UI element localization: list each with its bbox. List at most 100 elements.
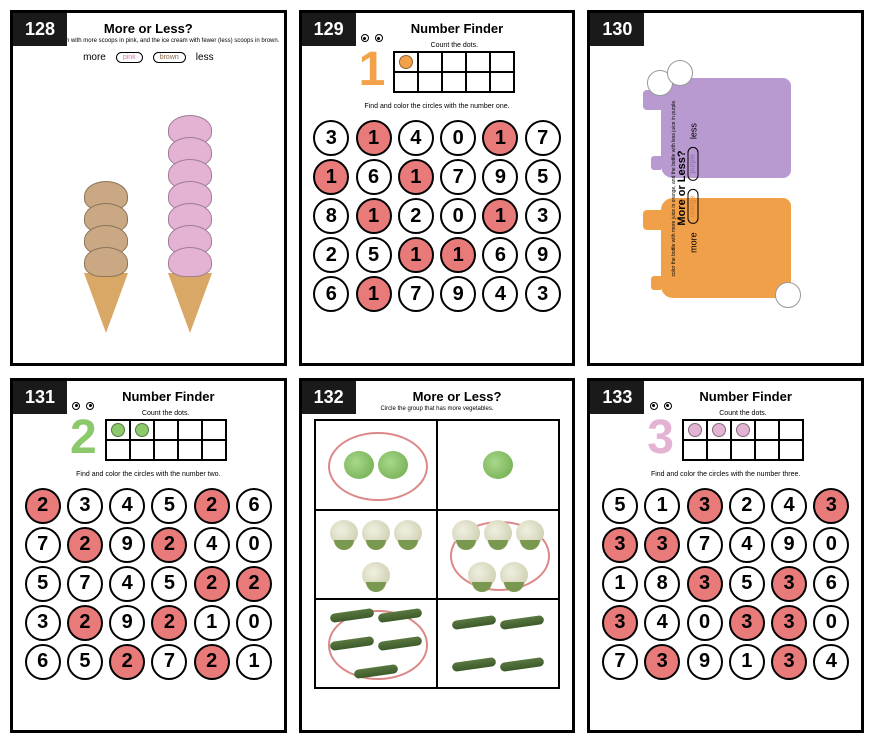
less-label: less: [196, 52, 214, 63]
tenframe-cell: [178, 440, 202, 460]
tenframe-cell: [442, 72, 466, 92]
number-circle: 8: [313, 198, 349, 234]
tenframe-cell: [202, 440, 226, 460]
tenframe-cell: [755, 440, 779, 460]
worksheet-card-129: 129 Number Finder 1 Count the dots. Find…: [299, 10, 576, 366]
instruction: Find and color the circles with the numb…: [13, 471, 284, 478]
number-circle: 6: [313, 276, 349, 312]
brown-pencil: brown: [153, 52, 186, 63]
number-circle: 2: [236, 566, 272, 602]
number-circle: 1: [356, 276, 392, 312]
number-circle: 4: [482, 276, 518, 312]
icecream-right: [168, 115, 212, 333]
cauli-icon: [468, 562, 496, 588]
tenframe-cell: [731, 440, 755, 460]
number-circle: 7: [525, 120, 561, 156]
tenframe-label: Count the dots.: [682, 410, 804, 417]
tenframe-cell: [418, 72, 442, 92]
number-circle: 2: [109, 644, 145, 680]
vegetable-cell: [437, 420, 559, 509]
icecream-container: [13, 83, 284, 333]
tenframe-cell: [683, 420, 707, 440]
number-circle: 7: [151, 644, 187, 680]
number-circle: 5: [151, 566, 187, 602]
number-circle: 2: [729, 488, 765, 524]
number-circle: 4: [194, 527, 230, 563]
page-subtitle-rotated: color the bottle with more juice in oran…: [671, 99, 677, 276]
zuc-icon: [377, 636, 422, 651]
number-grid: 513243337490183536340330739134: [590, 484, 861, 684]
number-circle: 0: [440, 120, 476, 156]
number-circle: 3: [25, 605, 61, 641]
tenframe-cell: [466, 52, 490, 72]
vegetable-cell: [315, 420, 437, 509]
tenframe-cell: [442, 52, 466, 72]
number-circle: 1: [440, 237, 476, 273]
number-circle: 7: [398, 276, 434, 312]
number-grid: 234526729240574522329210652721: [13, 484, 284, 684]
zuc-icon: [329, 608, 374, 623]
number-circle: 0: [236, 527, 272, 563]
blueberry-icon: [667, 60, 693, 86]
number-circle: 5: [356, 237, 392, 273]
page-number: 133: [590, 381, 644, 414]
number-circle: 1: [356, 120, 392, 156]
number-circle: 4: [109, 566, 145, 602]
orange-fruit-icon: [775, 282, 801, 308]
tenframe-cell: [779, 440, 803, 460]
number-circle: 7: [25, 527, 61, 563]
tenframe-cell: [154, 440, 178, 460]
number-character-1: 1: [359, 42, 386, 97]
number-circle: 1: [398, 159, 434, 195]
cauli-icon: [362, 562, 390, 588]
icecream-scoop: [168, 247, 212, 277]
number-circle: 9: [482, 159, 518, 195]
tenframe-cell: [779, 420, 803, 440]
page-title-rotated: More or Less?: [676, 150, 688, 225]
tenframe-section: 2 Count the dots.: [13, 410, 284, 465]
page-title: More or Less?: [342, 389, 573, 404]
tenframe-cell: [178, 420, 202, 440]
number-circle: 5: [525, 159, 561, 195]
pink-pencil: pink: [116, 52, 143, 63]
page-number: 131: [13, 381, 67, 414]
tenframe-cell: [202, 420, 226, 440]
tenframe-cell: [731, 420, 755, 440]
cauli-icon: [394, 520, 422, 546]
number-circle: 1: [482, 198, 518, 234]
number-circle: 2: [151, 605, 187, 641]
number-circle: 1: [602, 566, 638, 602]
worksheet-card-131: 131 Number Finder 2 Count the dots. Find…: [10, 378, 287, 734]
cauli-icon: [484, 520, 512, 546]
cauli-icon: [330, 520, 358, 546]
purple-pencil: purple: [688, 147, 699, 180]
number-circle: 9: [440, 276, 476, 312]
pencil-legend: more pink brown less: [13, 52, 284, 63]
icecream-cone: [168, 273, 212, 333]
tenframe-cell: [130, 440, 154, 460]
number-circle: 0: [440, 198, 476, 234]
orange-pencil: orange: [688, 188, 699, 224]
icecream-scoop: [84, 247, 128, 277]
tenframe-label: Count the dots.: [393, 42, 515, 49]
cauli-icon: [500, 562, 528, 588]
worksheet-card-128: 128 More or Less? Color the ice cream wi…: [10, 10, 287, 366]
number-circle: 0: [236, 605, 272, 641]
number-circle: 1: [356, 198, 392, 234]
number-circle: 7: [440, 159, 476, 195]
tenframe: [105, 419, 227, 461]
number-circle: 4: [644, 605, 680, 641]
worksheet-card-132: 132 More or Less? Circle the group that …: [299, 378, 576, 734]
number-circle: 2: [67, 605, 103, 641]
lettuce-icon: [378, 451, 408, 479]
number-circle: 0: [813, 605, 849, 641]
worksheet-card-130: 130 more orange purple less More or Less…: [587, 10, 864, 366]
tenframe-label: Count the dots.: [105, 410, 227, 417]
number-circle: 0: [687, 605, 723, 641]
number-circle: 2: [194, 566, 230, 602]
tenframe-cell: [707, 440, 731, 460]
number-circle: 7: [602, 644, 638, 680]
number-circle: 2: [151, 527, 187, 563]
number-circle: 6: [482, 237, 518, 273]
zuc-icon: [377, 608, 422, 623]
